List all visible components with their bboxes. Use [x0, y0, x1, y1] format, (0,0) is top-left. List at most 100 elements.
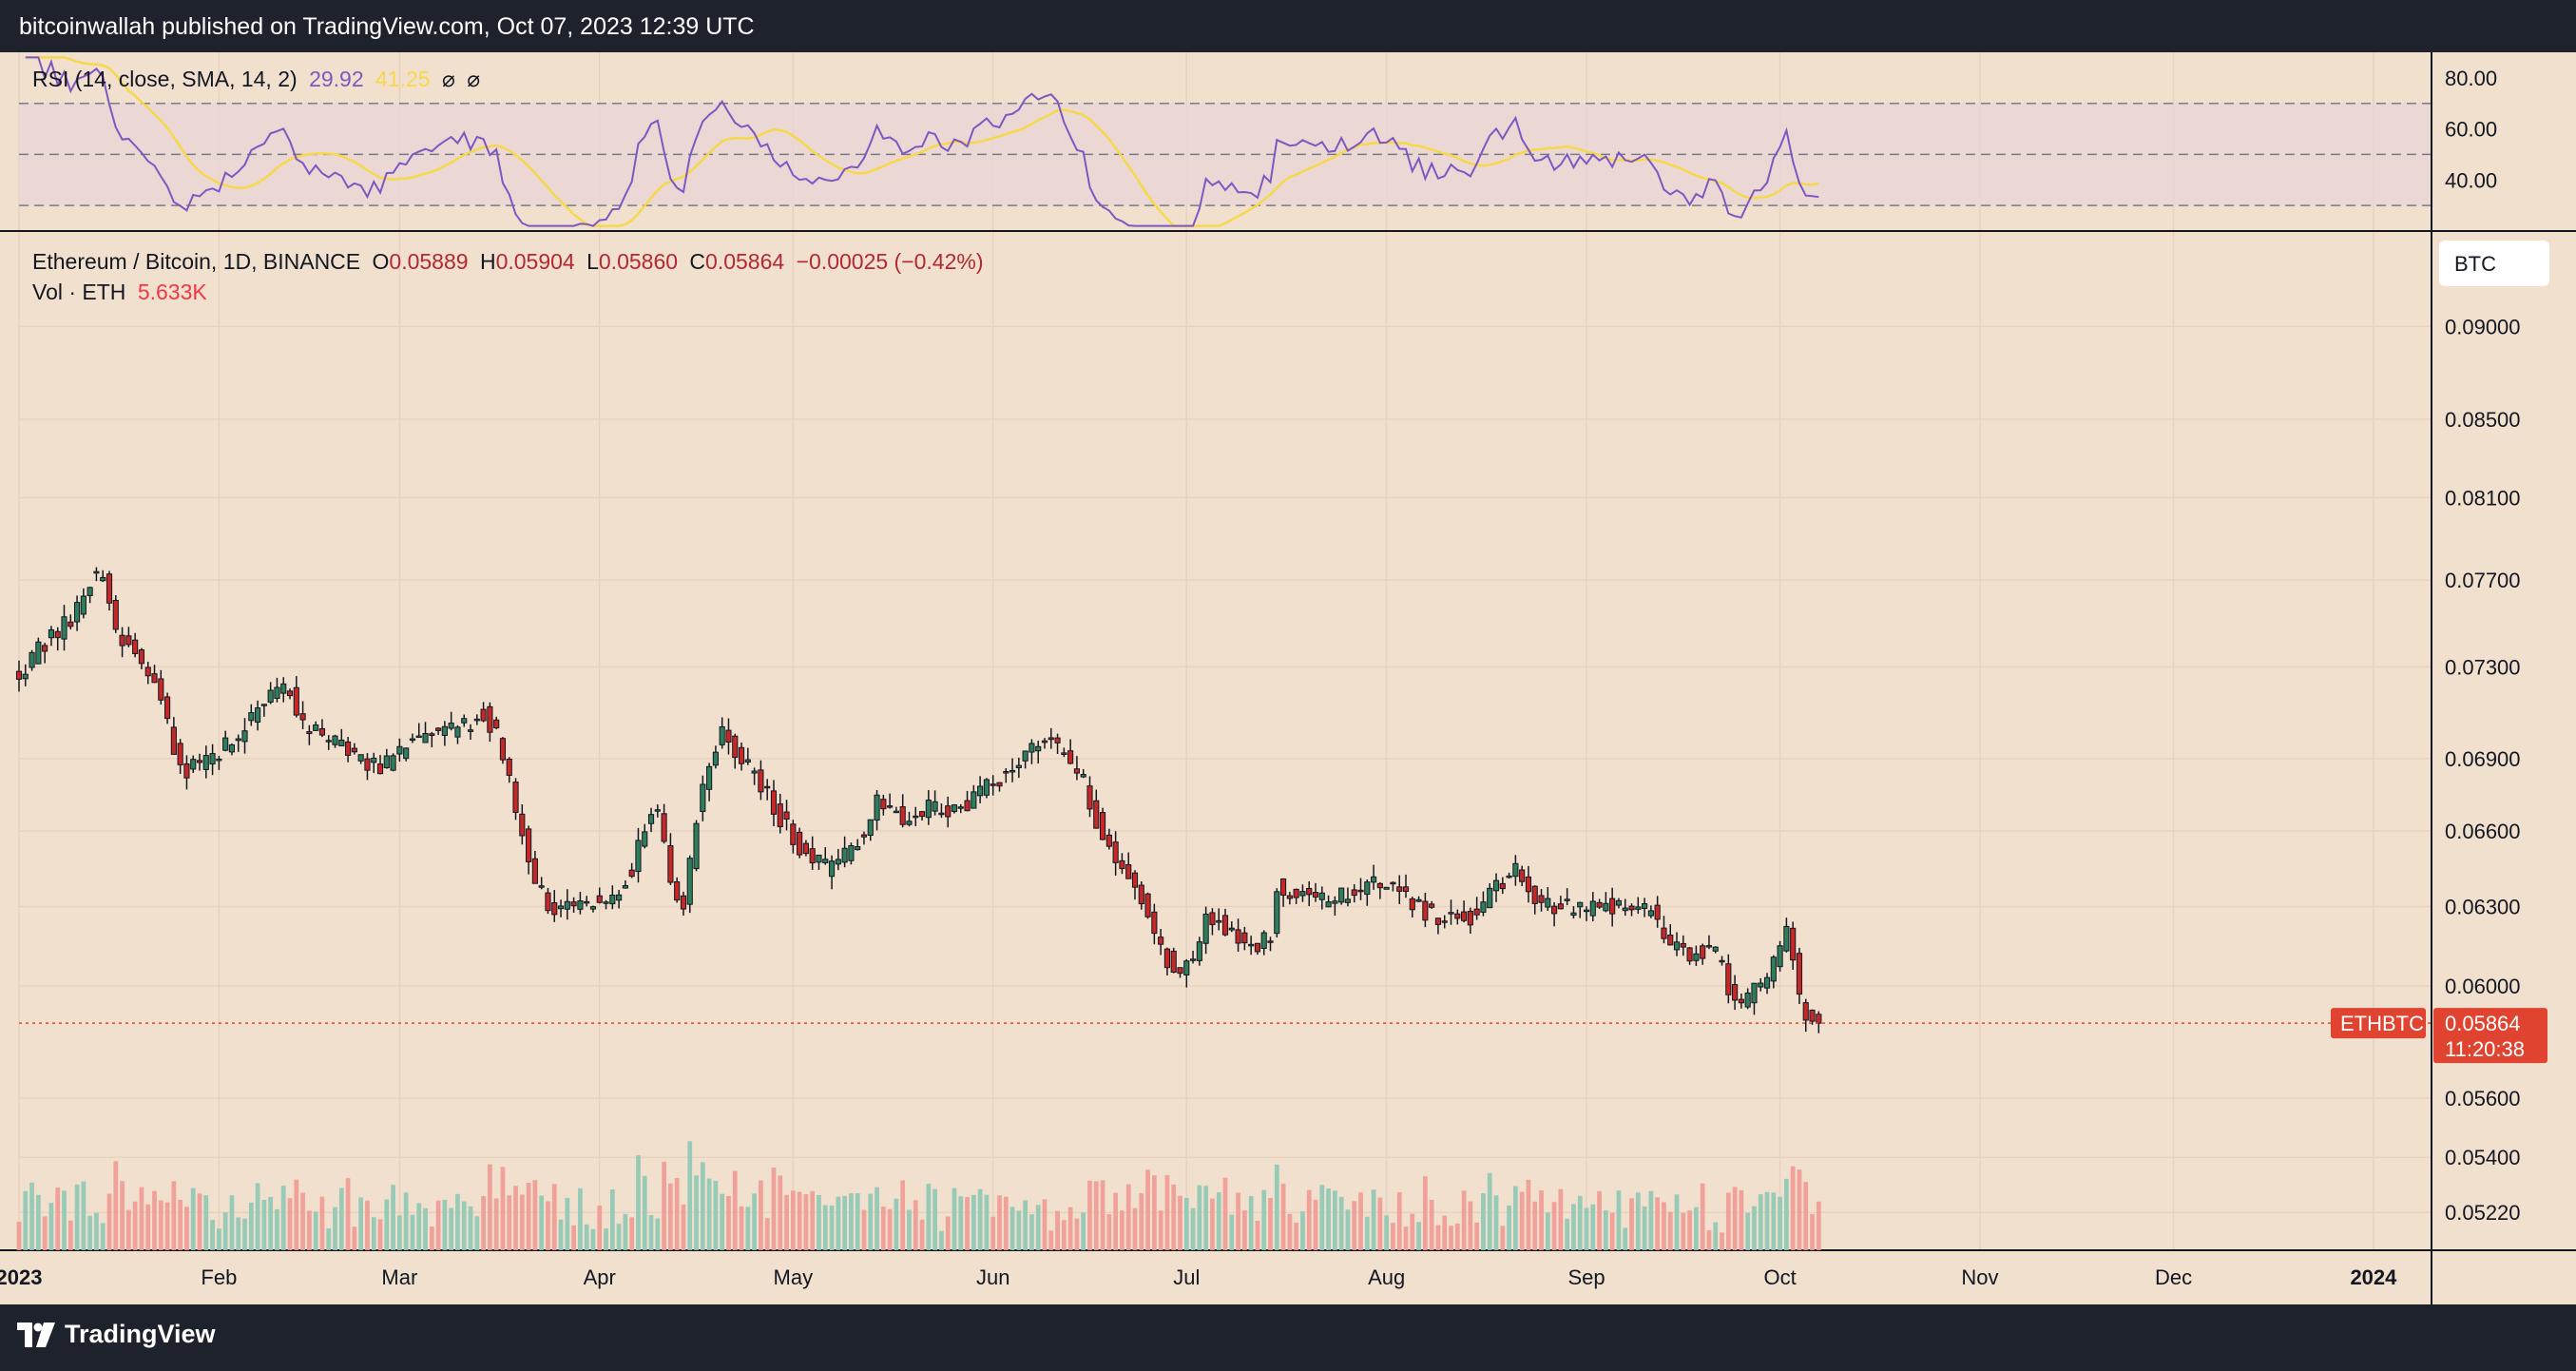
candle-body: [1673, 941, 1681, 951]
candle-body: [616, 894, 623, 901]
last-price-tag: 0.05864: [2445, 1012, 2521, 1035]
volume-bar: [1810, 1213, 1815, 1250]
volume-bar: [687, 1141, 693, 1250]
volume-bar: [958, 1196, 964, 1250]
volume-bar: [1178, 1195, 1182, 1250]
volume-bar: [629, 1217, 635, 1250]
volume-bar: [100, 1223, 106, 1250]
volume-bar: [1294, 1223, 1299, 1250]
candle-body: [170, 726, 177, 755]
candle-body: [183, 763, 190, 779]
volume-bar: [810, 1190, 816, 1250]
volume-bar: [275, 1208, 279, 1250]
candle-body: [790, 823, 797, 845]
volume-bar: [1577, 1195, 1583, 1250]
volume-bar: [1784, 1178, 1789, 1250]
volume-bar: [1158, 1210, 1163, 1250]
volume-bar: [410, 1214, 415, 1250]
candle-body: [1202, 913, 1209, 944]
volume-bar: [35, 1194, 41, 1250]
candle-body: [422, 733, 429, 743]
volume-bar: [1539, 1190, 1544, 1250]
volume-bar: [836, 1196, 841, 1250]
volume-bar: [662, 1161, 666, 1250]
candle-body: [1531, 885, 1538, 904]
main-legend: Ethereum / Bitcoin, 1D, BINANCE O0.05889…: [32, 249, 990, 275]
ohlc-low: L0.05860: [586, 249, 679, 274]
candle-body: [1448, 912, 1454, 915]
candle-body: [732, 735, 739, 759]
candle-body: [448, 723, 454, 729]
price-axis-label: 0.07300: [2445, 655, 2521, 679]
candle-body: [874, 794, 880, 821]
candle-body: [209, 753, 216, 765]
candle-body: [1642, 903, 1648, 909]
candle-body: [1260, 932, 1267, 949]
candle-body: [1312, 892, 1319, 898]
volume-bar: [526, 1183, 531, 1250]
volume-bar: [1048, 1230, 1054, 1250]
volume-bar: [1681, 1212, 1686, 1250]
volume-bar: [203, 1195, 209, 1250]
volume-bar: [790, 1190, 796, 1250]
candle-body: [738, 746, 745, 764]
candle-body: [48, 628, 55, 639]
currency-button-bg: [2439, 241, 2549, 286]
time-axis-label: Dec: [2155, 1265, 2192, 1289]
candle-body: [764, 785, 771, 789]
volume-bar: [532, 1180, 538, 1250]
candle-body: [1318, 892, 1325, 900]
volume-bar: [1435, 1225, 1441, 1250]
rsi-axis-label: 40.00: [2445, 168, 2497, 192]
time-axis-label: Feb: [201, 1265, 237, 1289]
candle-body: [125, 635, 132, 646]
volume-bar: [1009, 1207, 1015, 1250]
volume-bar: [926, 1184, 932, 1250]
ticker-tag: ETHBTC: [2340, 1012, 2424, 1035]
candle-body: [345, 741, 352, 756]
candle-body: [957, 806, 964, 809]
ohlc-open: O0.05889: [372, 249, 469, 274]
volume-bar: [1151, 1175, 1157, 1250]
candle-body: [1183, 960, 1190, 975]
volume-bar: [1113, 1192, 1119, 1250]
volume-bar: [868, 1193, 874, 1250]
volume-bar: [1377, 1197, 1383, 1250]
currency-button[interactable]: BTC: [2439, 241, 2549, 286]
volume-bar: [648, 1214, 654, 1250]
volume-bar: [113, 1161, 119, 1250]
volume-bar: [1087, 1180, 1092, 1250]
volume-legend: Vol · ETH 5.633K: [32, 280, 213, 305]
volume-bar: [977, 1188, 983, 1250]
candle-body: [403, 747, 410, 760]
volume-bar: [1454, 1223, 1460, 1250]
candle-body: [712, 751, 719, 766]
volume-bar: [513, 1186, 518, 1250]
volume-bar: [261, 1199, 267, 1250]
candle-body: [971, 791, 977, 809]
price-axis-label: 0.06000: [2445, 975, 2521, 998]
candle-body: [1577, 901, 1584, 908]
volume-bar: [1093, 1181, 1099, 1250]
volume-bar: [784, 1194, 789, 1250]
price-axis-label: 0.08500: [2445, 408, 2521, 432]
volume-bar: [668, 1183, 673, 1250]
candle-body: [1189, 958, 1197, 961]
candle-body: [674, 880, 681, 901]
candle-body: [706, 765, 713, 790]
candle-body: [487, 705, 493, 733]
candle-body: [628, 869, 635, 878]
candle-body: [855, 846, 861, 851]
volume-bar: [248, 1202, 254, 1250]
candle-body: [1545, 898, 1551, 908]
volume-bar: [1274, 1164, 1279, 1250]
tradingview-logo-icon: [17, 1322, 55, 1347]
candle-body: [151, 673, 158, 684]
volume-bar: [1604, 1209, 1608, 1250]
candle-body: [164, 696, 171, 720]
candle-body: [951, 804, 958, 813]
tradingview-logo[interactable]: TradingView: [17, 1320, 216, 1349]
volume-bar: [1442, 1215, 1448, 1250]
volume-bar: [1635, 1192, 1641, 1250]
